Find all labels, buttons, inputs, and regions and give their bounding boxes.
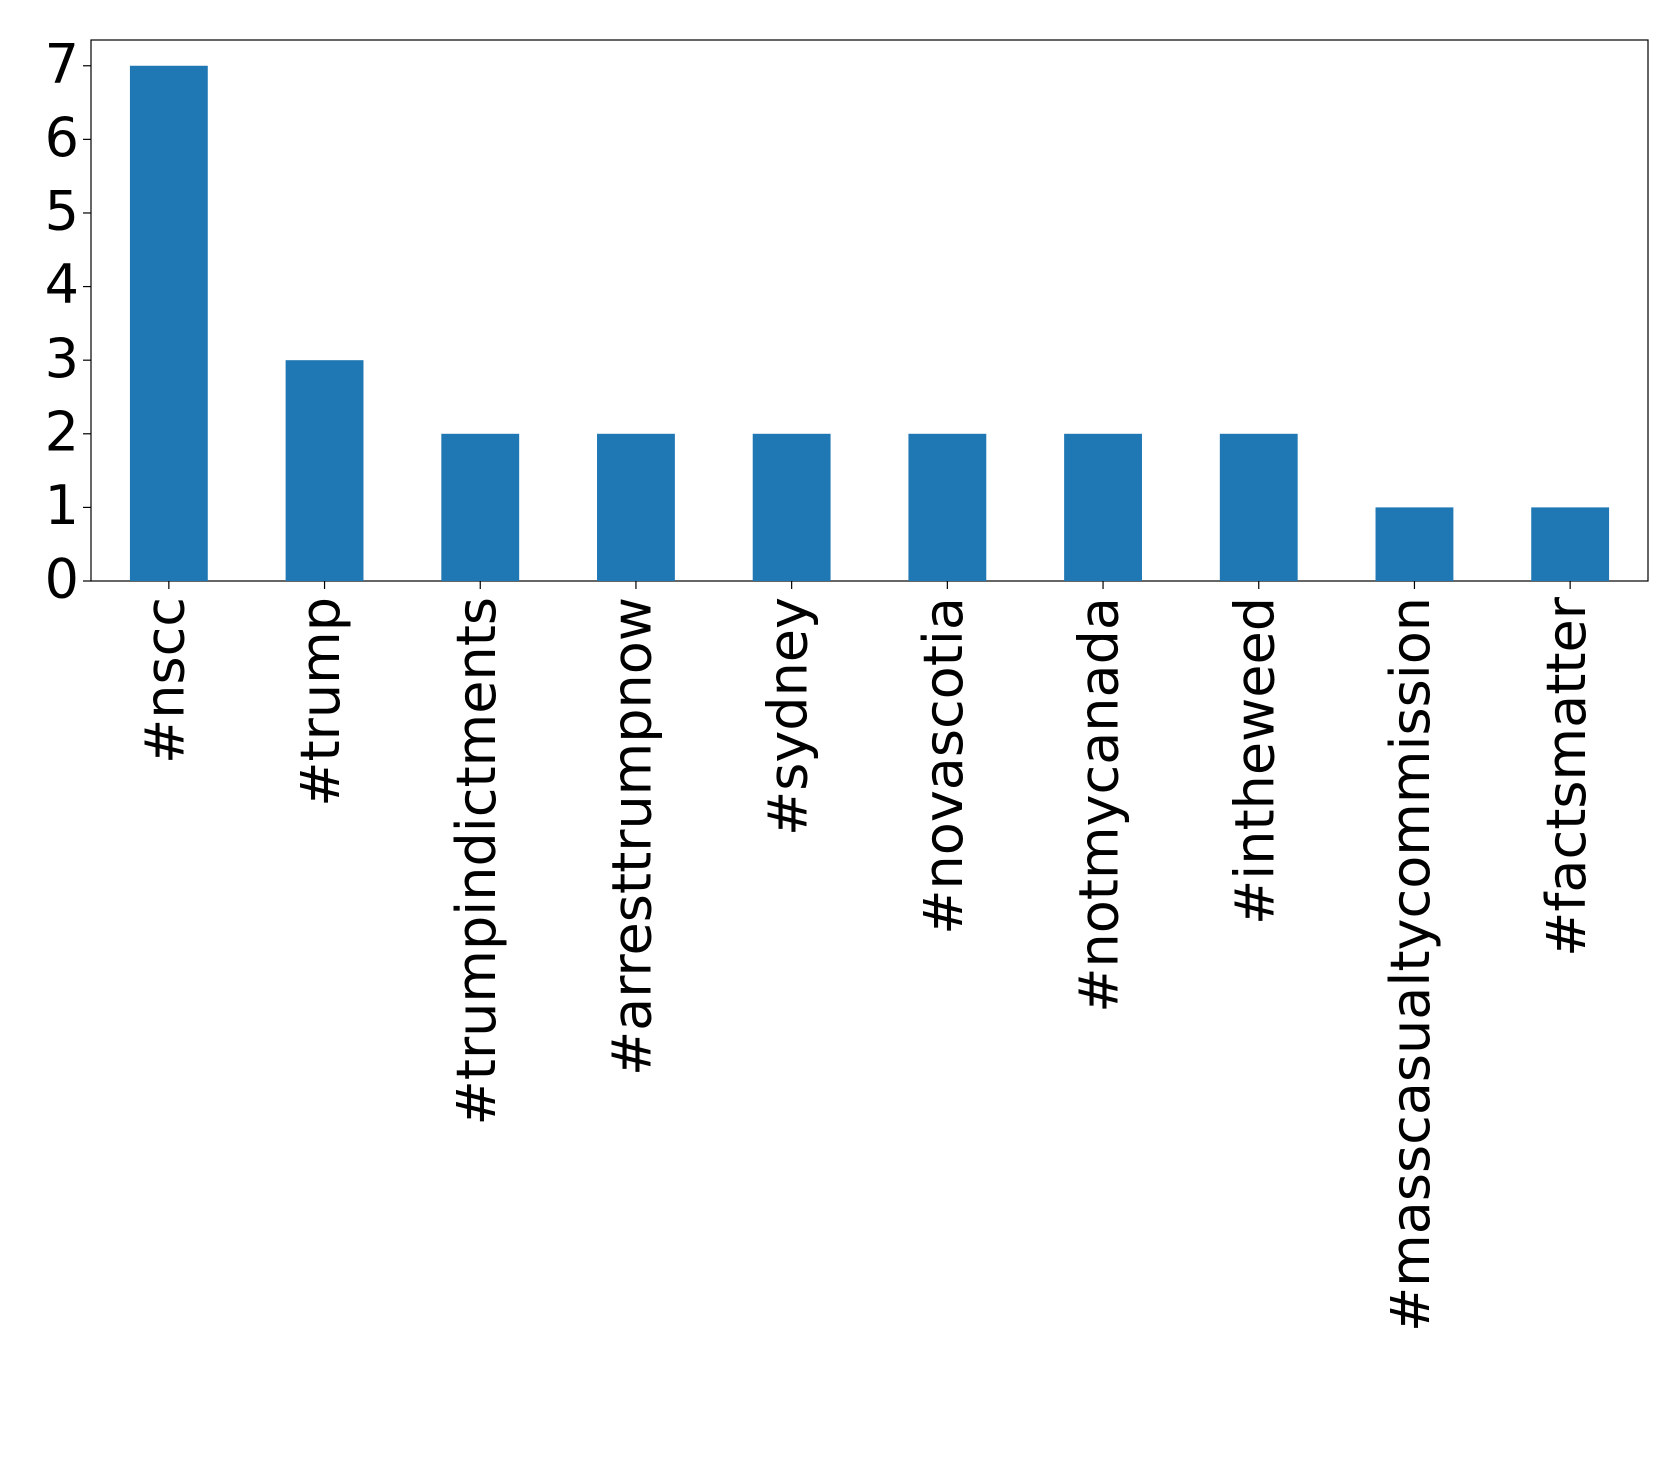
plot-frame	[90, 39, 1649, 582]
x-tick-label: #factsmatter	[1535, 596, 1598, 957]
y-tick-label: 0	[45, 548, 79, 611]
bar	[129, 65, 208, 581]
x-tick-label: #notmycanada	[1068, 597, 1131, 1013]
bar	[1219, 433, 1298, 581]
x-tick-label: #intheweed	[1223, 597, 1286, 925]
x-tick-label: #sydney	[756, 597, 819, 836]
bar	[597, 433, 675, 581]
bar	[1375, 507, 1454, 581]
bar	[908, 433, 987, 581]
bar	[441, 433, 520, 581]
x-tick-label: #nscc	[133, 597, 196, 764]
x-tick-label: #masscasualtycommission	[1379, 597, 1442, 1332]
x-tick-label: #trump	[289, 597, 352, 807]
x-tick-label: #trumpindictments	[445, 597, 508, 1125]
x-tick-label: #arresttrumpnow	[601, 597, 664, 1076]
bar	[285, 360, 364, 581]
bar	[752, 433, 831, 581]
y-tick-label: 4	[45, 253, 79, 316]
y-tick-label: 2	[45, 400, 79, 463]
y-tick-label: 6	[45, 106, 79, 169]
y-tick-label: 1	[45, 474, 79, 537]
y-tick-label: 5	[45, 180, 79, 243]
x-tick-label: #novascotia	[912, 597, 975, 935]
bar	[1064, 433, 1142, 581]
y-tick-label: 7	[45, 32, 79, 95]
bar	[1531, 507, 1610, 581]
y-tick-label: 3	[45, 327, 79, 390]
